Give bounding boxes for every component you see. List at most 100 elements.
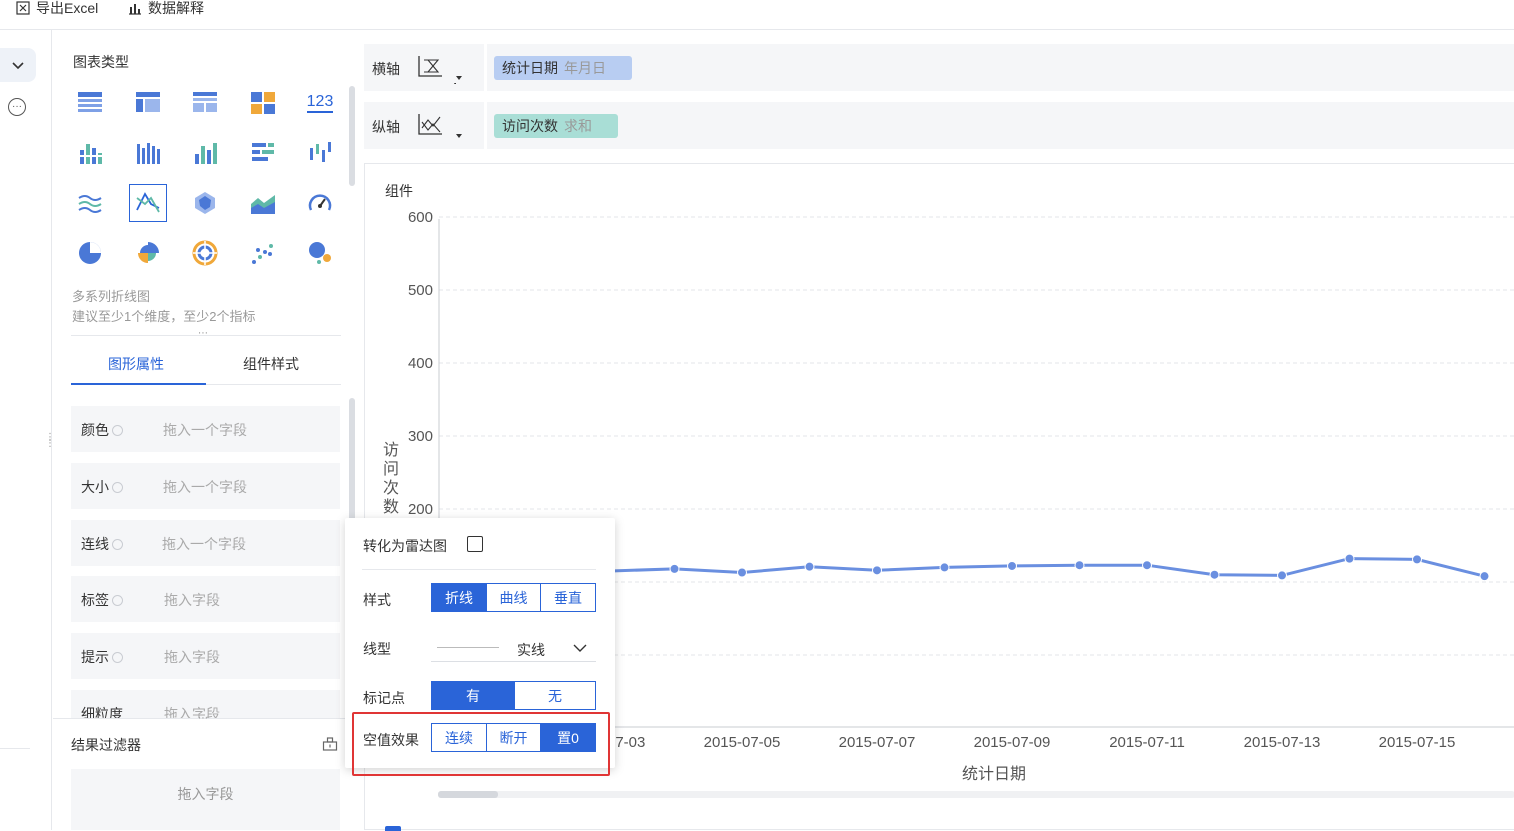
null-zero-option[interactable]: 置0 <box>540 724 595 751</box>
y-tick-label: 400 <box>408 355 433 372</box>
stacked-column-icon <box>78 144 102 164</box>
prop-granularity[interactable]: 细粒度 拖入字段 <box>71 690 340 718</box>
y-axis-label: 纵轴 <box>372 119 400 135</box>
chart-type-kpi[interactable]: 123 <box>301 84 339 122</box>
x-axis-field-zone[interactable]: 统计日期 年月日 <box>484 44 1514 91</box>
more-icon[interactable]: ··· <box>8 98 26 116</box>
detail-table-icon <box>193 92 217 112</box>
chart-type-multi-line-selected[interactable] <box>129 184 167 222</box>
prop-color[interactable]: 颜色 拖入一个字段 <box>71 406 340 452</box>
x-field-sub: 年月日 <box>564 60 606 76</box>
chart-hscroll-thumb[interactable] <box>438 791 498 798</box>
chart-type-pie[interactable] <box>71 234 109 272</box>
series-line <box>606 557 1485 578</box>
y-axis-field-zone[interactable]: 访问次数 求和 <box>484 102 1514 149</box>
y-field-sub: 求和 <box>564 118 592 134</box>
splitter-handle-icon[interactable]: ⋯ <box>198 713 208 724</box>
null-break-option[interactable]: 断开 <box>486 724 540 751</box>
style-label: 样式 <box>363 592 391 608</box>
chart-type-multi-line[interactable] <box>71 184 109 222</box>
style-polyline-option[interactable]: 折线 <box>432 584 486 611</box>
style-curve-option[interactable]: 曲线 <box>486 584 540 611</box>
chart-type-sunburst[interactable] <box>186 234 224 272</box>
tab-graphic-attributes[interactable]: 图形属性 <box>108 356 164 372</box>
marker-no-option[interactable]: 无 <box>514 682 595 709</box>
radar-checkbox[interactable] <box>467 536 483 552</box>
chart-type-stacked-column[interactable] <box>71 134 109 172</box>
x-tick-label: 2015-07-13 <box>1244 734 1321 751</box>
chart-type-stacked-bar[interactable] <box>244 134 282 172</box>
y-axis-sort-icon[interactable] <box>416 112 456 145</box>
chart-type-grouped-column[interactable] <box>129 134 167 172</box>
chart-type-radar[interactable] <box>186 184 224 222</box>
filter-title: 结果过滤器 <box>71 737 141 753</box>
data-point <box>1209 569 1220 580</box>
splitter-handle-icon[interactable]: ⋯ <box>198 328 208 339</box>
collapse-button[interactable] <box>0 48 36 82</box>
prop-label-placeholder: 拖入字段 <box>164 592 220 608</box>
chart-bottom-cutoff <box>385 824 585 831</box>
y-axis-caret-icon[interactable] <box>456 134 462 138</box>
grouped-column-icon <box>137 143 160 164</box>
kpi-icon: 123 <box>306 93 334 113</box>
x-axis-field-pill[interactable]: 统计日期 年月日 <box>494 56 632 80</box>
chart-type-rose[interactable] <box>129 234 167 272</box>
marker-yes-option[interactable]: 有 <box>432 682 514 709</box>
gear-icon[interactable] <box>112 481 123 493</box>
prop-connect[interactable]: 连线 拖入一个字段 <box>71 520 340 566</box>
gauge-icon <box>308 194 332 211</box>
chart-type-gauge[interactable] <box>301 184 339 222</box>
left-rail: ··· ⋮ ⋮ <box>0 30 55 830</box>
prop-tooltip-label-wrap: 提示 <box>81 647 123 667</box>
gear-icon[interactable] <box>112 594 123 606</box>
chart-type-table[interactable] <box>71 84 109 122</box>
chart-type-detail-table[interactable] <box>186 84 224 122</box>
chart-hscrollbar[interactable] <box>438 791 1514 798</box>
prop-connect-placeholder: 拖入一个字段 <box>162 536 246 552</box>
chart-type-bubble[interactable] <box>301 234 339 272</box>
data-point <box>872 565 882 576</box>
prop-tooltip-label: 提示 <box>81 649 109 665</box>
panel-scrollbar[interactable] <box>349 86 355 186</box>
tab-component-style[interactable]: 组件样式 <box>243 356 299 372</box>
gear-icon[interactable] <box>112 538 123 550</box>
prop-size-label: 大小 <box>81 479 109 495</box>
prop-label-label-wrap: 标签 <box>81 590 123 610</box>
prop-size[interactable]: 大小 拖入一个字段 <box>71 463 340 509</box>
gear-icon[interactable] <box>112 651 123 663</box>
x-axis-sort-icon[interactable] <box>416 54 457 87</box>
prop-label[interactable]: 标签 拖入字段 <box>71 576 340 622</box>
x-axis-row: 横轴 统计日期 年月日 <box>364 44 1514 91</box>
prop-connect-label: 连线 <box>81 536 109 552</box>
gear-icon[interactable] <box>112 424 123 436</box>
y-axis-field-pill[interactable]: 访问次数 求和 <box>494 114 618 138</box>
export-excel-button[interactable]: 导出Excel <box>16 0 98 16</box>
prop-size-label-wrap: 大小 <box>81 477 123 497</box>
linetype-select[interactable]: 实线 <box>431 636 596 662</box>
data-point <box>1007 560 1017 571</box>
divider <box>0 748 30 749</box>
chart-type-block-table[interactable] <box>244 84 282 122</box>
chart-type-range-column[interactable] <box>301 134 339 172</box>
property-tabs: 图形属性 组件样式 <box>71 335 341 385</box>
filter-drop-zone[interactable]: 拖入字段 <box>71 769 340 830</box>
data-explain-button[interactable]: 数据解释 <box>128 0 204 16</box>
chart-type-area[interactable] <box>244 184 282 222</box>
sunburst-icon <box>192 240 218 266</box>
filter-settings-icon[interactable] <box>322 736 338 755</box>
prop-tooltip[interactable]: 提示 拖入字段 <box>71 633 340 679</box>
x-axis-caret-icon[interactable] <box>456 76 462 80</box>
chart-type-scatter[interactable] <box>244 234 282 272</box>
chart-type-cross-table[interactable] <box>129 84 167 122</box>
data-point <box>804 561 815 572</box>
null-continuous-option[interactable]: 连续 <box>432 724 486 751</box>
style-vertical-option[interactable]: 垂直 <box>540 584 595 611</box>
style-segmented: 折线 曲线 垂直 <box>431 583 596 612</box>
drag-handle-icon[interactable]: ⋮ ⋮ <box>45 432 55 449</box>
data-explain-label: 数据解释 <box>148 0 204 16</box>
prop-color-label-wrap: 颜色 <box>81 420 123 440</box>
null-effect-segmented: 连续 断开 置0 <box>431 723 596 752</box>
pie-icon <box>79 242 101 264</box>
prop-granularity-label-wrap: 细粒度 <box>81 704 123 718</box>
chart-type-column[interactable] <box>186 134 224 172</box>
